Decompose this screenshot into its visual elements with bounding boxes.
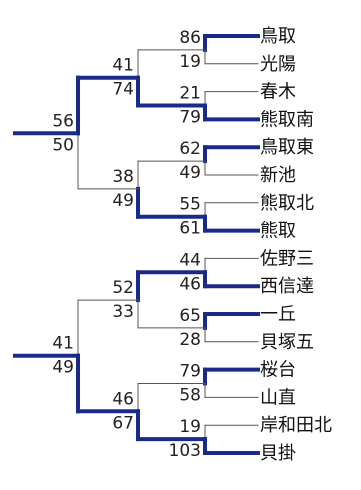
score: 62 <box>179 139 201 159</box>
score: 65 <box>179 306 201 326</box>
team-name: 熊取北 <box>260 193 314 214</box>
score: 49 <box>179 163 201 183</box>
team-name: 鳥取 <box>260 26 296 47</box>
score: 46 <box>112 389 134 409</box>
score: 41 <box>52 334 74 354</box>
team-name: 桜台 <box>260 360 296 381</box>
team-name: 光陽 <box>260 54 296 75</box>
team-name: 貝塚五 <box>260 332 314 353</box>
score: 21 <box>179 84 201 104</box>
team-name: 熊取 <box>260 221 296 242</box>
team-name: 貝掛 <box>260 443 296 464</box>
score: 33 <box>112 302 134 322</box>
score: 49 <box>112 191 134 211</box>
team-name: 一丘 <box>260 304 296 325</box>
score: 52 <box>112 278 134 298</box>
team-name: 春木 <box>260 82 296 103</box>
score: 41 <box>112 56 134 76</box>
score: 79 <box>179 362 201 382</box>
score: 49 <box>52 358 74 378</box>
score: 46 <box>179 274 201 294</box>
score: 67 <box>112 413 134 433</box>
score: 19 <box>179 417 201 437</box>
team-name: 新池 <box>260 165 296 186</box>
team-name: 山直 <box>260 387 296 408</box>
score: 38 <box>112 167 134 187</box>
score: 19 <box>179 52 201 72</box>
score: 79 <box>179 108 201 128</box>
team-name: 佐野三 <box>260 248 314 269</box>
score: 28 <box>179 330 201 350</box>
team-name: 鳥取東 <box>260 137 314 158</box>
score: 56 <box>52 111 74 131</box>
score: 50 <box>52 135 74 155</box>
score: 61 <box>179 219 201 239</box>
score: 58 <box>179 386 201 406</box>
score: 86 <box>179 28 201 48</box>
score: 44 <box>179 250 201 270</box>
score: 74 <box>112 80 134 100</box>
team-name: 西信達 <box>260 276 314 297</box>
team-name: 熊取南 <box>260 109 314 130</box>
team-name: 岸和田北 <box>260 415 332 436</box>
score: 55 <box>179 195 201 215</box>
score: 103 <box>169 441 201 461</box>
